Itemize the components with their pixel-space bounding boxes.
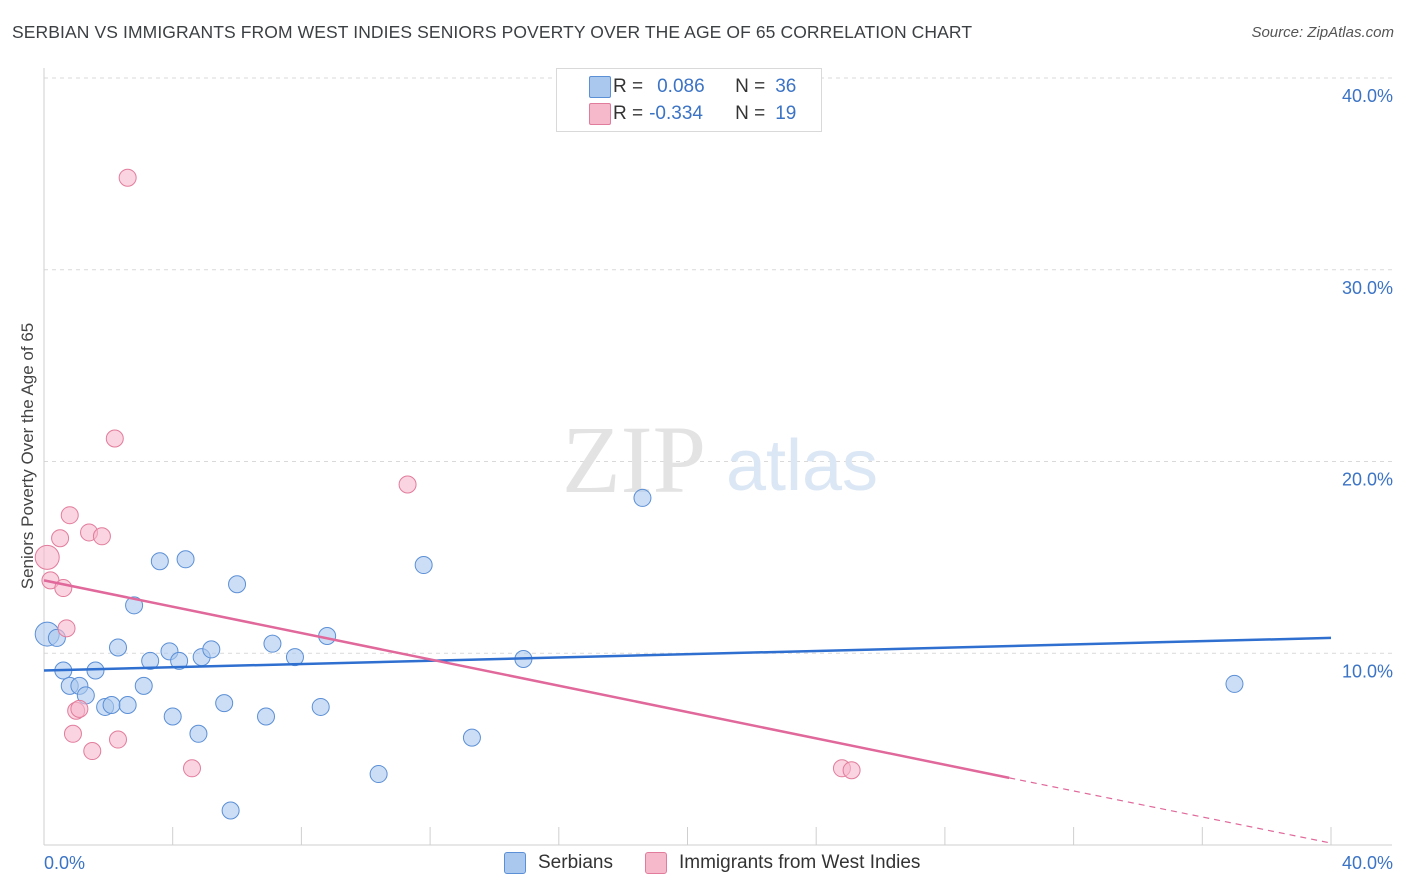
y-tick-label: 30.0%: [1342, 278, 1393, 298]
grid-layer: [44, 77, 1392, 654]
west-indies-point: [51, 529, 70, 548]
serbians-point: [141, 651, 160, 670]
serbians-point: [202, 640, 221, 659]
serbians-point: [109, 638, 128, 657]
correlation-legend: R = 0.086 N = 36 R = -0.334 N = 19: [556, 68, 822, 132]
y-tick-label: 40.0%: [1342, 86, 1393, 106]
west-indies-trend-line: [43, 579, 1010, 780]
chart-title: SERBIAN VS IMMIGRANTS FROM WEST INDIES S…: [12, 22, 973, 42]
serbians-point: [369, 765, 388, 784]
serbians-point: [263, 634, 282, 653]
legend-r-label: R =: [613, 103, 644, 124]
west-indies-point: [842, 761, 861, 780]
west-indies-point: [83, 742, 102, 761]
legend-item-west-indies[interactable]: Immigrants from West Indies: [645, 852, 920, 874]
serbians-point: [285, 648, 304, 667]
legend-swatch-serbians: [504, 852, 526, 874]
serbians-point: [150, 552, 169, 571]
west-indies-point: [60, 506, 79, 525]
serbians-trend-line: [43, 636, 1332, 672]
legend-swatch-serbians: [589, 76, 611, 98]
west-indies-trend-extension: [1009, 777, 1332, 844]
y-axis-title: Seniors Poverty Over the Age of 65: [18, 323, 37, 589]
legend-swatch-west-indies: [589, 103, 611, 125]
watermark-atlas: atlas: [726, 426, 878, 506]
x-tick-label-min: 0.0%: [44, 853, 85, 873]
legend-row-west-indies: R = -0.334 N = 19: [589, 102, 797, 126]
serbians-point: [170, 651, 189, 670]
serbians-point: [102, 696, 121, 715]
legend-swatch-west-indies: [645, 852, 667, 874]
legend-n-value-serbians: 36: [775, 76, 797, 97]
west-indies-point: [70, 699, 89, 718]
legend-r-value-west-indies: -0.334: [649, 103, 703, 124]
serbians-point: [118, 696, 137, 715]
serbians-point: [311, 697, 330, 716]
west-indies-point: [183, 759, 202, 778]
series-legend: Serbians Immigrants from West Indies: [0, 850, 1406, 878]
y-tick-label: 10.0%: [1342, 661, 1393, 681]
legend-label-west-indies: Immigrants from West Indies: [679, 852, 921, 873]
serbians-point: [134, 676, 153, 695]
serbians-point: [257, 707, 276, 726]
legend-n-label: N =: [735, 76, 766, 97]
serbians-point: [215, 694, 234, 713]
west-indies-point: [398, 475, 417, 494]
points-layer: [34, 168, 1244, 820]
west-indies-point: [118, 168, 137, 187]
legend-r-value-serbians: 0.086: [657, 76, 705, 97]
serbians-point: [163, 707, 182, 726]
west-indies-point: [57, 619, 76, 638]
serbians-point: [414, 556, 433, 575]
serbians-point: [176, 550, 195, 569]
chart-source: Source: ZipAtlas.com: [1251, 24, 1394, 41]
serbians-point: [462, 728, 481, 747]
west-indies-point: [63, 724, 82, 743]
labels-layer: 10.0% 20.0% 30.0% 40.0% 0.0% 40.0% Seniors Pov…: [18, 86, 1393, 873]
x-tick-label-max: 40.0%: [1342, 853, 1393, 873]
serbians-point: [633, 488, 652, 507]
trend-layer: [43, 579, 1332, 844]
legend-label-serbians: Serbians: [538, 852, 613, 873]
west-indies-point: [109, 730, 128, 749]
serbians-point: [189, 724, 208, 743]
serbians-point: [228, 575, 247, 594]
serbians-point: [221, 801, 240, 820]
serbians-point: [1225, 674, 1244, 693]
axes-layer: [43, 68, 1392, 846]
legend-n-value-west-indies: 19: [775, 103, 797, 124]
legend-n-label: N =: [735, 103, 766, 124]
legend-item-serbians[interactable]: Serbians: [504, 852, 613, 874]
serbians-point: [125, 596, 144, 615]
legend-row-serbians: R = 0.086 N = 36: [589, 75, 797, 99]
legend-r-label: R =: [613, 76, 644, 97]
west-indies-point: [105, 429, 124, 448]
west-indies-point: [92, 527, 111, 546]
west-indies-point: [34, 544, 60, 570]
y-tick-label: 20.0%: [1342, 470, 1393, 490]
